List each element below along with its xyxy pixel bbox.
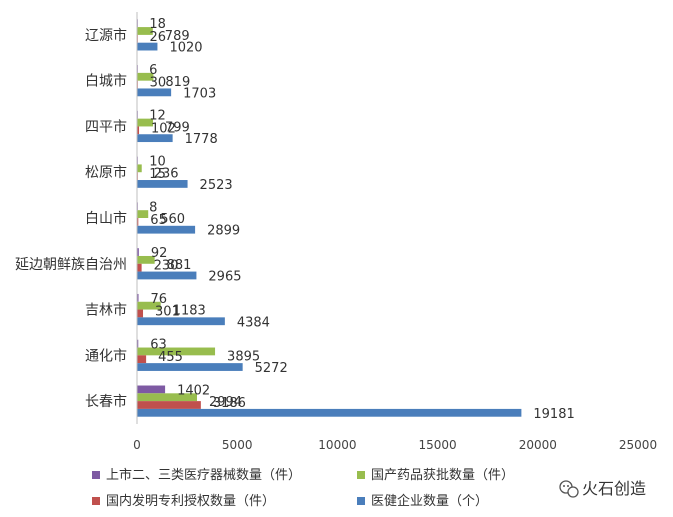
data-label: 881 (167, 258, 192, 273)
data-label: 26 (150, 30, 167, 45)
bar (137, 218, 139, 226)
legend-swatch (92, 471, 100, 479)
data-label: 10 (149, 155, 166, 170)
data-label: 5272 (255, 361, 288, 376)
bar (137, 355, 147, 364)
x-tick-label: 25000 (619, 438, 657, 452)
legend-swatch (357, 497, 365, 505)
bar (137, 88, 172, 97)
wechat-icon (559, 480, 579, 498)
bar (137, 401, 201, 409)
x-tick-labels-layer: 0 5000 10000 15000 20000 25000 (133, 438, 657, 452)
category-label: 延边朝鲜族自治州 (15, 257, 127, 273)
x-tick-label: 10000 (318, 438, 356, 452)
data-label: 4384 (237, 315, 270, 330)
legend-swatch (357, 471, 365, 479)
data-label: 2994 (209, 395, 242, 410)
bar (137, 72, 154, 81)
bar (137, 317, 225, 326)
category-label: 四平市 (85, 118, 127, 135)
legend-entry: 医健企业数量（个） (371, 493, 488, 509)
bar (137, 164, 142, 173)
bar (137, 293, 139, 302)
data-label: 3895 (227, 349, 260, 364)
legend-entry: 上市二、三类医疗器械数量（件） (106, 467, 301, 483)
legend-entry: 国内发明专利授权数量（件） (106, 493, 275, 509)
data-label: 19181 (533, 407, 574, 422)
bar (137, 255, 155, 264)
data-label: 6 (149, 63, 157, 78)
x-tick-label: 20000 (519, 438, 557, 452)
bar (137, 118, 154, 127)
bar (137, 301, 161, 310)
x-tick-label: 15000 (419, 438, 457, 452)
data-label: 3186 (213, 396, 246, 411)
data-label: 8 (149, 200, 157, 215)
data-label: 18 (149, 17, 166, 32)
data-label: 1703 (183, 86, 216, 101)
category-label: 辽源市 (85, 27, 127, 44)
bar (137, 180, 188, 188)
bar (137, 347, 216, 356)
data-label: 76 (151, 292, 168, 307)
bar (137, 385, 166, 394)
bar (137, 42, 158, 51)
category-label: 长春市 (85, 393, 127, 410)
bar (137, 248, 139, 256)
data-label: 12 (149, 109, 166, 124)
watermark: 火石创造 (559, 479, 646, 498)
data-label: 65 (150, 213, 167, 228)
data-label: 102 (151, 121, 176, 136)
bar (137, 210, 149, 218)
data-label: 230 (154, 259, 179, 274)
data-label: 92 (151, 246, 168, 261)
bar (137, 309, 144, 318)
x-tick-label: 0 (133, 438, 141, 452)
legend: 上市二、三类医疗器械数量（件） 国产药品获批数量（件） 国内发明专利授权数量（件） 医… (92, 467, 514, 509)
bar (137, 126, 140, 135)
data-label: 560 (160, 212, 185, 227)
category-label: 白城市 (85, 73, 127, 90)
bar (137, 408, 522, 417)
category-label: 通化市 (85, 347, 127, 364)
bars-layer (137, 19, 522, 417)
x-tick-label: 5000 (222, 438, 253, 452)
data-label: 2899 (207, 224, 240, 239)
bar (137, 339, 139, 348)
data-label: 2965 (208, 269, 241, 284)
bar (137, 134, 173, 143)
bar (137, 363, 243, 371)
bar (137, 263, 142, 272)
data-label: 2523 (200, 178, 233, 193)
data-label: 30 (150, 76, 167, 91)
category-label: 白山市 (85, 210, 127, 227)
bar (137, 225, 196, 234)
data-label: 301 (155, 304, 180, 319)
data-label: 236 (154, 166, 179, 181)
data-label: 789 (165, 29, 190, 44)
data-label: 1402 (177, 383, 210, 398)
data-label: 1778 (185, 132, 218, 147)
data-label: 1020 (169, 41, 202, 56)
data-label: 15 (149, 167, 166, 182)
bar (137, 393, 197, 402)
category-label: 松原市 (85, 164, 127, 181)
bar (137, 271, 197, 280)
category-label: 吉林市 (85, 302, 127, 319)
legend-swatch (92, 497, 100, 505)
data-label: 799 (165, 121, 190, 136)
data-label: 1183 (173, 304, 206, 319)
data-label: 455 (158, 350, 183, 365)
data-label: 819 (165, 75, 190, 90)
watermark-text: 火石创造 (582, 479, 646, 498)
legend-entry: 国产药品获批数量（件） (371, 468, 514, 483)
data-label: 63 (150, 338, 167, 353)
bar (137, 27, 153, 35)
